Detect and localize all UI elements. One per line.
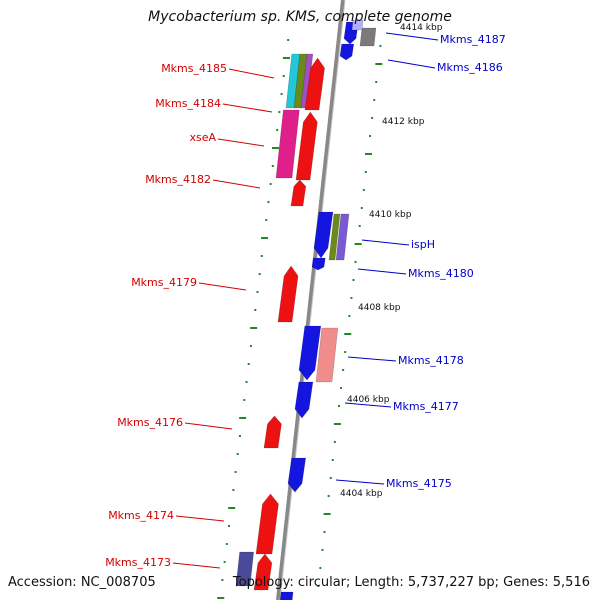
gene-xsea xyxy=(295,111,318,181)
gene-mkms-4175 xyxy=(287,457,307,493)
label-mkms-4173[interactable]: Mkms_4173 xyxy=(105,556,171,569)
gene-mkms-4177 xyxy=(294,381,314,419)
gene-mkms-4178-pink xyxy=(315,327,339,383)
kbp-4412: 4412 kbp xyxy=(382,117,425,127)
leader-left-3 xyxy=(212,179,261,189)
gene-blocks xyxy=(235,19,377,600)
leader-right-2 xyxy=(361,239,410,246)
gene-mkms-4184 xyxy=(275,109,300,179)
label-mkms-4174[interactable]: Mkms_4174 xyxy=(108,509,174,522)
leader-left-6 xyxy=(175,515,225,522)
gene-mkms-4174 xyxy=(255,493,279,555)
accession-text: Accession: NC_008705 xyxy=(8,575,156,590)
gene-labels: Mkms_4185 Mkms_4184 xseA Mkms_4182 Mkms_… xyxy=(105,33,506,569)
kbp-4408: 4408 kbp xyxy=(358,303,401,313)
gene-mkms-4186 xyxy=(339,43,355,61)
gene-light-top xyxy=(351,19,364,31)
label-mkms-4177[interactable]: Mkms_4177 xyxy=(393,400,459,413)
leader-left-4 xyxy=(198,282,247,291)
kbp-4404: 4404 kbp xyxy=(340,489,383,499)
label-mkms-4186[interactable]: Mkms_4186 xyxy=(437,61,503,74)
gene-mkms-4185 xyxy=(304,57,325,111)
label-isph[interactable]: ispH xyxy=(411,238,435,251)
label-mkms-4179[interactable]: Mkms_4179 xyxy=(131,276,197,289)
gene-mkms-4173 xyxy=(253,553,273,591)
gene-mkms-4179 xyxy=(277,265,299,323)
topology-text: Topology: circular; Length: 5,737,227 bp… xyxy=(232,575,590,590)
gene-isph-blue xyxy=(313,211,334,259)
genome-title: Mycobacterium sp. KMS, complete genome xyxy=(148,9,452,25)
gene-mkms-4173-navy xyxy=(235,551,255,587)
backbone-line xyxy=(276,0,345,600)
label-mkms-4178[interactable]: Mkms_4178 xyxy=(398,354,464,367)
label-mkms-4185[interactable]: Mkms_4185 xyxy=(161,62,227,75)
label-mkms-4182[interactable]: Mkms_4182 xyxy=(145,173,211,186)
gene-mkms-4178-blue xyxy=(298,325,322,381)
kbp-4410: 4410 kbp xyxy=(369,210,412,220)
gene-grey-top xyxy=(359,27,377,47)
label-xsea[interactable]: xseA xyxy=(189,131,216,144)
label-mkms-4187[interactable]: Mkms_4187 xyxy=(440,33,506,46)
gene-mkms-4182 xyxy=(290,179,307,207)
leader-left-5 xyxy=(184,422,233,430)
genome-backbone xyxy=(276,0,346,600)
leader-left-2 xyxy=(217,138,265,147)
leader-right-5 xyxy=(344,402,392,408)
leader-left-0 xyxy=(228,68,275,79)
leader-left-1 xyxy=(222,103,273,113)
label-mkms-4175[interactable]: Mkms_4175 xyxy=(386,477,452,490)
tick-marks xyxy=(217,39,383,599)
leader-right-0 xyxy=(385,32,439,41)
label-mkms-4180[interactable]: Mkms_4180 xyxy=(408,267,474,280)
leader-right-1 xyxy=(387,59,436,69)
gene-isph-purple xyxy=(335,213,350,261)
leader-left-7 xyxy=(172,562,221,569)
leader-right-4 xyxy=(347,356,397,362)
kbp-labels: 4414 kbp 4412 kbp 4410 kbp 4408 kbp 4406… xyxy=(340,23,443,499)
leader-lines xyxy=(172,32,439,569)
backbone-highlight xyxy=(279,0,346,600)
leader-right-3 xyxy=(357,268,407,275)
gene-isph-olive xyxy=(328,213,341,261)
kbp-4414: 4414 kbp xyxy=(400,23,443,33)
label-mkms-4184[interactable]: Mkms_4184 xyxy=(155,97,221,110)
gene-mkms-4180 xyxy=(311,257,326,271)
gene-bottom-blue xyxy=(279,591,294,600)
kbp-4406: 4406 kbp xyxy=(347,395,390,405)
gene-mkms-4176 xyxy=(263,415,282,449)
label-mkms-4176[interactable]: Mkms_4176 xyxy=(117,416,183,429)
leader-right-6 xyxy=(335,479,385,485)
